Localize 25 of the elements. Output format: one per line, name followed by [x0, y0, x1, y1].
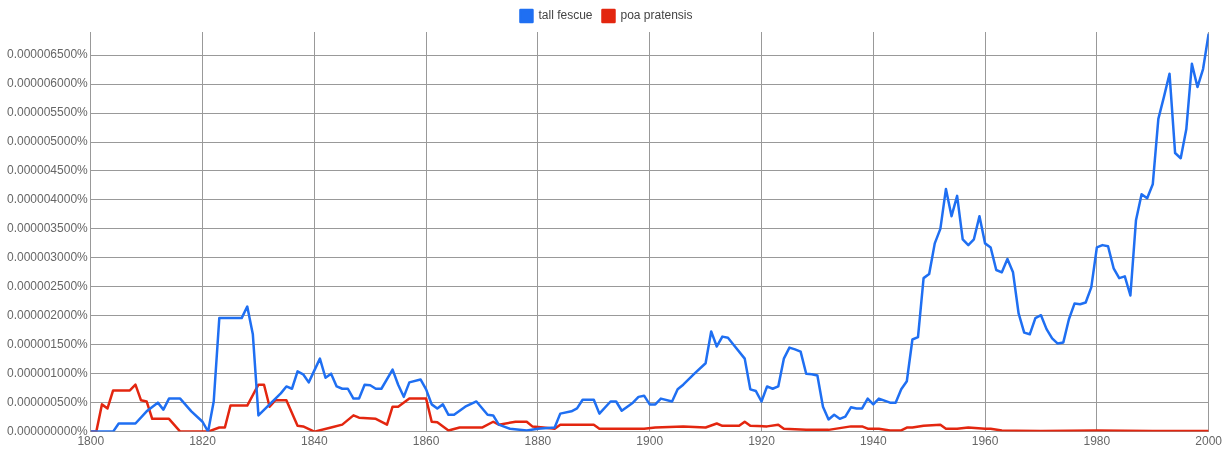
legend-label: tall fescue	[538, 8, 593, 23]
y-tick-label: 0.000004500%	[6, 163, 89, 178]
x-tick-label: 1840	[300, 434, 328, 449]
x-tick-label: 1900	[636, 434, 664, 449]
y-tick-label: 0.000002000%	[6, 308, 89, 323]
x-tick-label: 1880	[524, 434, 552, 449]
legend-label: poa pratensis	[620, 8, 693, 23]
x-tick-label: 1980	[1083, 434, 1111, 449]
y-tick-label: 0.000000500%	[6, 394, 89, 409]
y-tick-label: 0.000005000%	[6, 134, 89, 149]
x-tick-label: 1920	[748, 434, 776, 449]
y-tick-label: 0.000005500%	[6, 105, 89, 120]
x-tick-label: 1860	[412, 434, 440, 449]
y-tick-label: 0.000001500%	[6, 337, 89, 352]
x-tick-label: 1960	[971, 434, 999, 449]
y-tick-label: 0.000003000%	[6, 250, 89, 265]
y-tick-label: 0.000006500%	[6, 47, 89, 62]
x-tick-label: 1820	[189, 434, 217, 449]
y-tick-label: 0.000002500%	[6, 279, 89, 294]
x-tick-label: 2000	[1195, 434, 1223, 449]
y-tick-label: 0.000006000%	[6, 76, 89, 91]
y-tick-label: 0.000004000%	[6, 192, 89, 207]
x-tick-label: 1940	[859, 434, 887, 449]
y-tick-label: 0.000003500%	[6, 221, 89, 236]
y-tick-label: 0.000001000%	[6, 366, 89, 380]
